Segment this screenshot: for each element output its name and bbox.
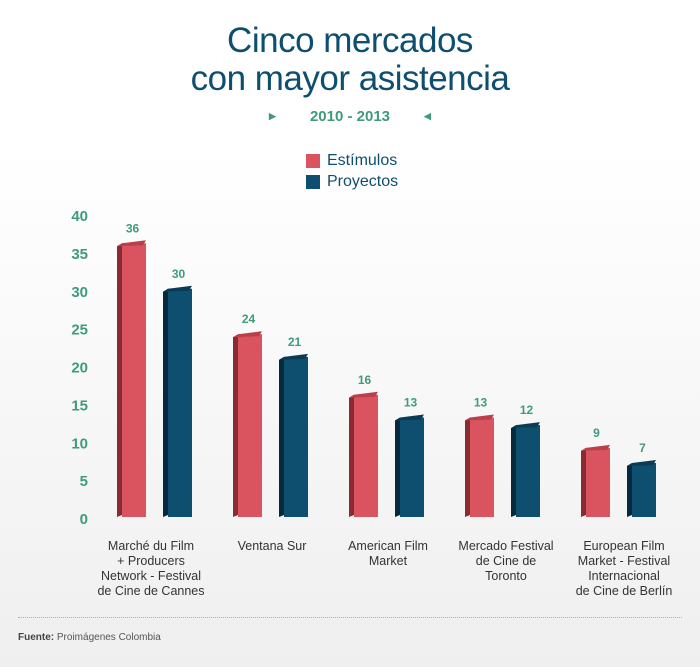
legend-item-estimulos: Estímulos — [306, 150, 398, 171]
y-tick-label: 35 — [71, 246, 88, 263]
bar — [470, 417, 494, 517]
data-label: 24 — [242, 312, 256, 326]
category-label: American Film Market — [328, 539, 448, 569]
chart-title-line1: Cinco mercados — [227, 21, 473, 60]
bar — [400, 417, 424, 517]
category-label-line: + Producers — [117, 554, 185, 568]
bar — [284, 356, 308, 517]
bar-top — [581, 444, 610, 451]
bar — [632, 462, 656, 517]
bar-top — [279, 353, 308, 360]
data-label: 13 — [404, 396, 418, 410]
triangle-left-icon: ◀ — [424, 111, 431, 121]
y-tick-label: 5 — [80, 473, 88, 490]
category-label: European Film Market - Festival Internacio… — [564, 539, 684, 599]
category-label-line: de Cine de Berlín — [575, 584, 673, 598]
legend-swatch-estimulos — [306, 153, 320, 168]
data-label: 13 — [474, 396, 488, 410]
bar-side — [233, 334, 238, 517]
chart-title: Cinco mercados con mayor asistencia — [0, 22, 700, 98]
category-label: Ventana Sur — [212, 539, 332, 554]
source-label: Fuente: — [18, 632, 55, 643]
bar — [354, 394, 378, 517]
bar — [238, 334, 262, 517]
bar-side — [349, 394, 354, 517]
data-label: 12 — [520, 403, 534, 417]
data-label: 9 — [593, 426, 600, 440]
bar-side — [627, 462, 632, 517]
y-tick-label: 15 — [71, 397, 88, 414]
chart-title-line2: con mayor asistencia — [190, 59, 510, 98]
bar — [516, 425, 540, 517]
bar-side — [163, 288, 168, 517]
y-tick-label: 10 — [71, 435, 88, 452]
source-note: Fuente: Proimágenes Colombia — [18, 632, 161, 643]
category-label: Marché du Film + Producers Network - Festi… — [91, 539, 211, 599]
bar-side — [511, 425, 516, 517]
legend-item-proyectos: Proyectos — [306, 171, 398, 192]
category-label-line: Market - Festival — [577, 554, 671, 568]
category-label: Mercado Festival de Cine de Toronto — [446, 539, 566, 584]
bar-top — [349, 391, 378, 398]
bar-side — [465, 417, 470, 517]
category-label-line: Toronto — [485, 569, 527, 583]
bar-side — [279, 356, 284, 517]
bar — [168, 288, 192, 517]
category-label-line: Mercado Festival — [458, 539, 554, 553]
bar-side — [117, 243, 122, 518]
category-label-line: de Cine de — [475, 554, 537, 568]
legend-label-estimulos: Estímulos — [327, 151, 398, 169]
source-text: Proimágenes Colombia — [56, 632, 161, 643]
bar-side — [395, 417, 400, 517]
category-label-line: European Film — [583, 539, 665, 553]
category-label-line: de Cine de Cannes — [97, 584, 205, 598]
data-label: 30 — [172, 267, 186, 281]
y-tick-label: 40 — [71, 208, 88, 225]
data-label: 16 — [358, 373, 372, 387]
y-tick-label: 20 — [71, 360, 88, 377]
category-label-line: Ventana Sur — [237, 539, 307, 553]
period-label: 2010 - 2013 — [309, 108, 391, 125]
category-label-line: American Film — [348, 539, 428, 553]
legend: Estímulos Proyectos — [306, 150, 398, 192]
category-label-line: Network - Festival — [100, 569, 202, 583]
legend-swatch-proyectos — [306, 174, 320, 189]
data-label: 7 — [639, 441, 646, 455]
bar-top — [511, 422, 540, 429]
triangle-right-icon: ▶ — [269, 111, 276, 121]
bar — [122, 243, 146, 518]
category-label-line: Marché du Film — [107, 539, 195, 553]
bar-top — [627, 459, 656, 466]
bar-top — [465, 414, 494, 421]
y-tick-label: 30 — [71, 284, 88, 301]
category-label-line: Market — [368, 554, 408, 568]
bar-top — [117, 240, 146, 247]
legend-label-proyectos: Proyectos — [327, 172, 399, 190]
y-tick-label: 0 — [80, 511, 88, 528]
bar-top — [233, 331, 262, 338]
bar — [586, 447, 610, 517]
chart-subtitle: ▶ 2010 - 2013 ◀ — [0, 108, 700, 125]
bar-side — [581, 447, 586, 517]
data-label: 21 — [288, 335, 302, 349]
bar-top — [163, 285, 192, 292]
data-label: 36 — [126, 221, 140, 235]
y-tick-label: 25 — [71, 322, 88, 339]
category-label-line: Internacional — [588, 569, 660, 583]
footer-divider — [18, 617, 682, 618]
bar-top — [395, 414, 424, 421]
